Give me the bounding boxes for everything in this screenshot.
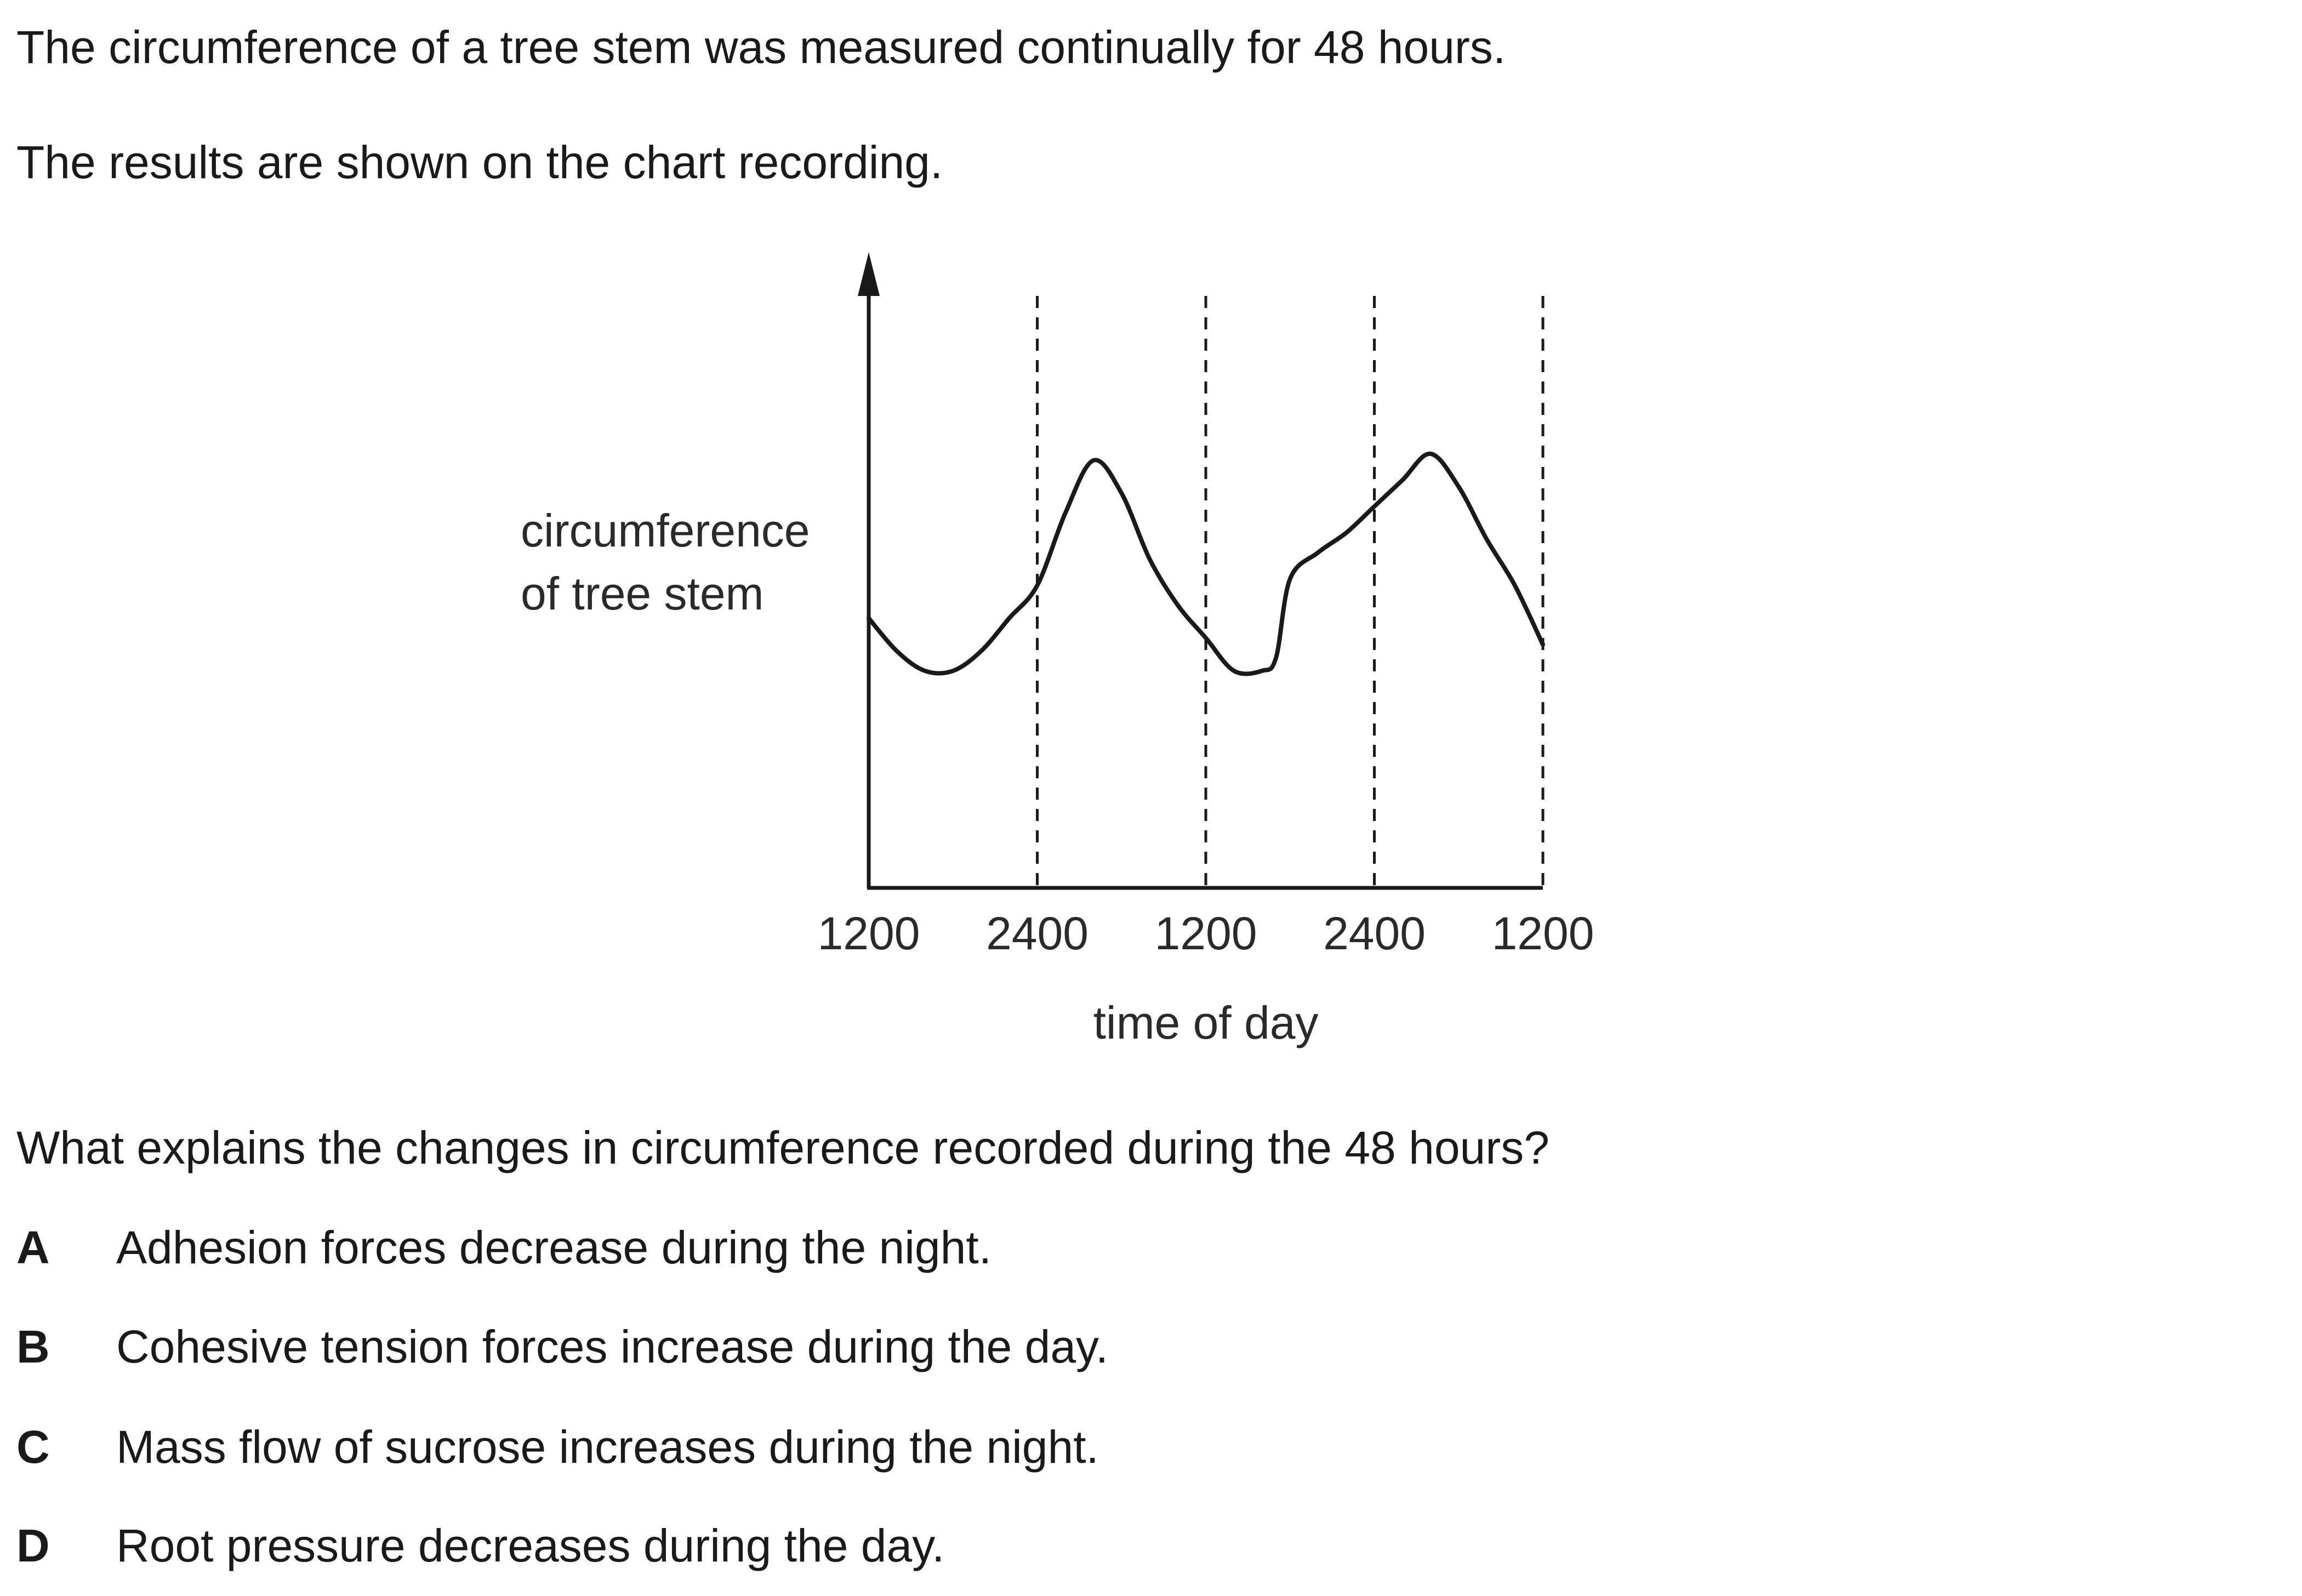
circumference-chart: circumference of tree stem 1200 2400 1200 2… [521,252,1594,1048]
x-tick-label: 1200 [1155,908,1257,959]
option-letter: A [16,1222,50,1273]
question-intro-line-2: The results are shown on the chart recor… [16,136,943,188]
question-intro-line-1: The circumference of a tree stem was mea… [16,21,1506,73]
option-text: Adhesion forces decrease during the nigh… [116,1222,992,1273]
option-text: Mass flow of sucrose increases during th… [116,1421,1099,1473]
x-tick-label: 2400 [1323,908,1426,959]
x-tick-label: 2400 [986,908,1089,959]
option-letter: B [16,1321,50,1372]
option-letter: C [16,1421,50,1473]
option-letter: D [16,1520,50,1571]
y-axis-label-line-1: circumference [521,505,810,556]
y-axis-arrowhead [858,252,880,296]
x-tick-label: 1200 [1492,908,1594,959]
question-prompt: What explains the changes in circumferen… [16,1122,1549,1173]
option-text: Root pressure decreases during the day. [116,1520,945,1571]
x-axis-label: time of day [1093,997,1319,1048]
option-text: Cohesive tension forces increase during … [116,1321,1109,1372]
y-axis-label-line-2: of tree stem [521,568,764,619]
x-tick-label: 1200 [818,908,920,959]
circumference-line [867,452,1545,676]
